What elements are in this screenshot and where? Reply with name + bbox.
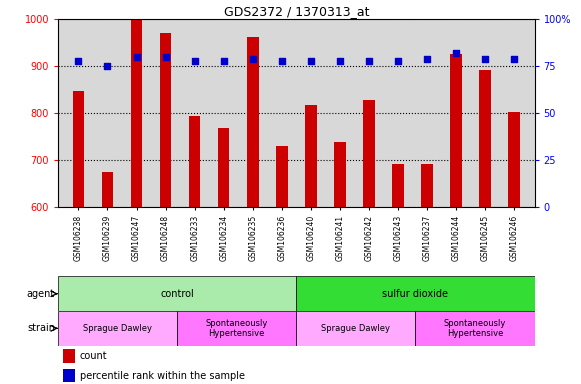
Bar	[102, 172, 113, 207]
Title: GDS2372 / 1370313_at: GDS2372 / 1370313_at	[224, 5, 369, 18]
Bar	[276, 146, 288, 207]
Text: Sprague Dawley: Sprague Dawley	[83, 324, 152, 333]
Bar	[392, 164, 404, 207]
Text: count: count	[80, 351, 107, 361]
Text: control: control	[160, 289, 194, 299]
Bar	[450, 55, 462, 207]
Point	[219, 58, 228, 64]
Bar	[63, 349, 75, 363]
Bar	[160, 33, 171, 207]
Point	[422, 56, 432, 62]
Bar	[296, 311, 415, 346]
Text: strain: strain	[27, 323, 55, 333]
Point	[74, 58, 83, 64]
Point	[190, 58, 199, 64]
Text: Sprague Dawley: Sprague Dawley	[321, 324, 390, 333]
Point	[510, 56, 519, 62]
Bar	[305, 105, 317, 207]
Text: percentile rank within the sample: percentile rank within the sample	[80, 371, 245, 381]
Point	[393, 58, 403, 64]
Bar	[421, 164, 433, 207]
Bar	[296, 276, 535, 311]
Point	[132, 54, 141, 60]
Bar	[479, 70, 491, 207]
Bar	[63, 369, 75, 382]
Bar	[73, 91, 84, 207]
Point	[103, 63, 112, 70]
Point	[248, 56, 257, 62]
Point	[480, 56, 490, 62]
Bar	[189, 116, 200, 207]
Text: Spontaneously
Hypertensive: Spontaneously Hypertensive	[444, 319, 506, 338]
Text: Spontaneously
Hypertensive: Spontaneously Hypertensive	[206, 319, 268, 338]
Text: agent: agent	[27, 289, 55, 299]
Bar	[363, 100, 375, 207]
Bar	[247, 37, 259, 207]
Bar	[58, 311, 177, 346]
Point	[161, 54, 170, 60]
Point	[306, 58, 315, 64]
Point	[277, 58, 286, 64]
Bar	[508, 112, 520, 207]
Text: sulfur dioxide: sulfur dioxide	[382, 289, 449, 299]
Bar	[415, 311, 535, 346]
Bar	[131, 19, 142, 207]
Point	[451, 50, 461, 56]
Point	[335, 58, 345, 64]
Bar	[177, 311, 296, 346]
Point	[364, 58, 374, 64]
Bar	[218, 128, 229, 207]
Bar	[334, 142, 346, 207]
Bar	[58, 276, 296, 311]
